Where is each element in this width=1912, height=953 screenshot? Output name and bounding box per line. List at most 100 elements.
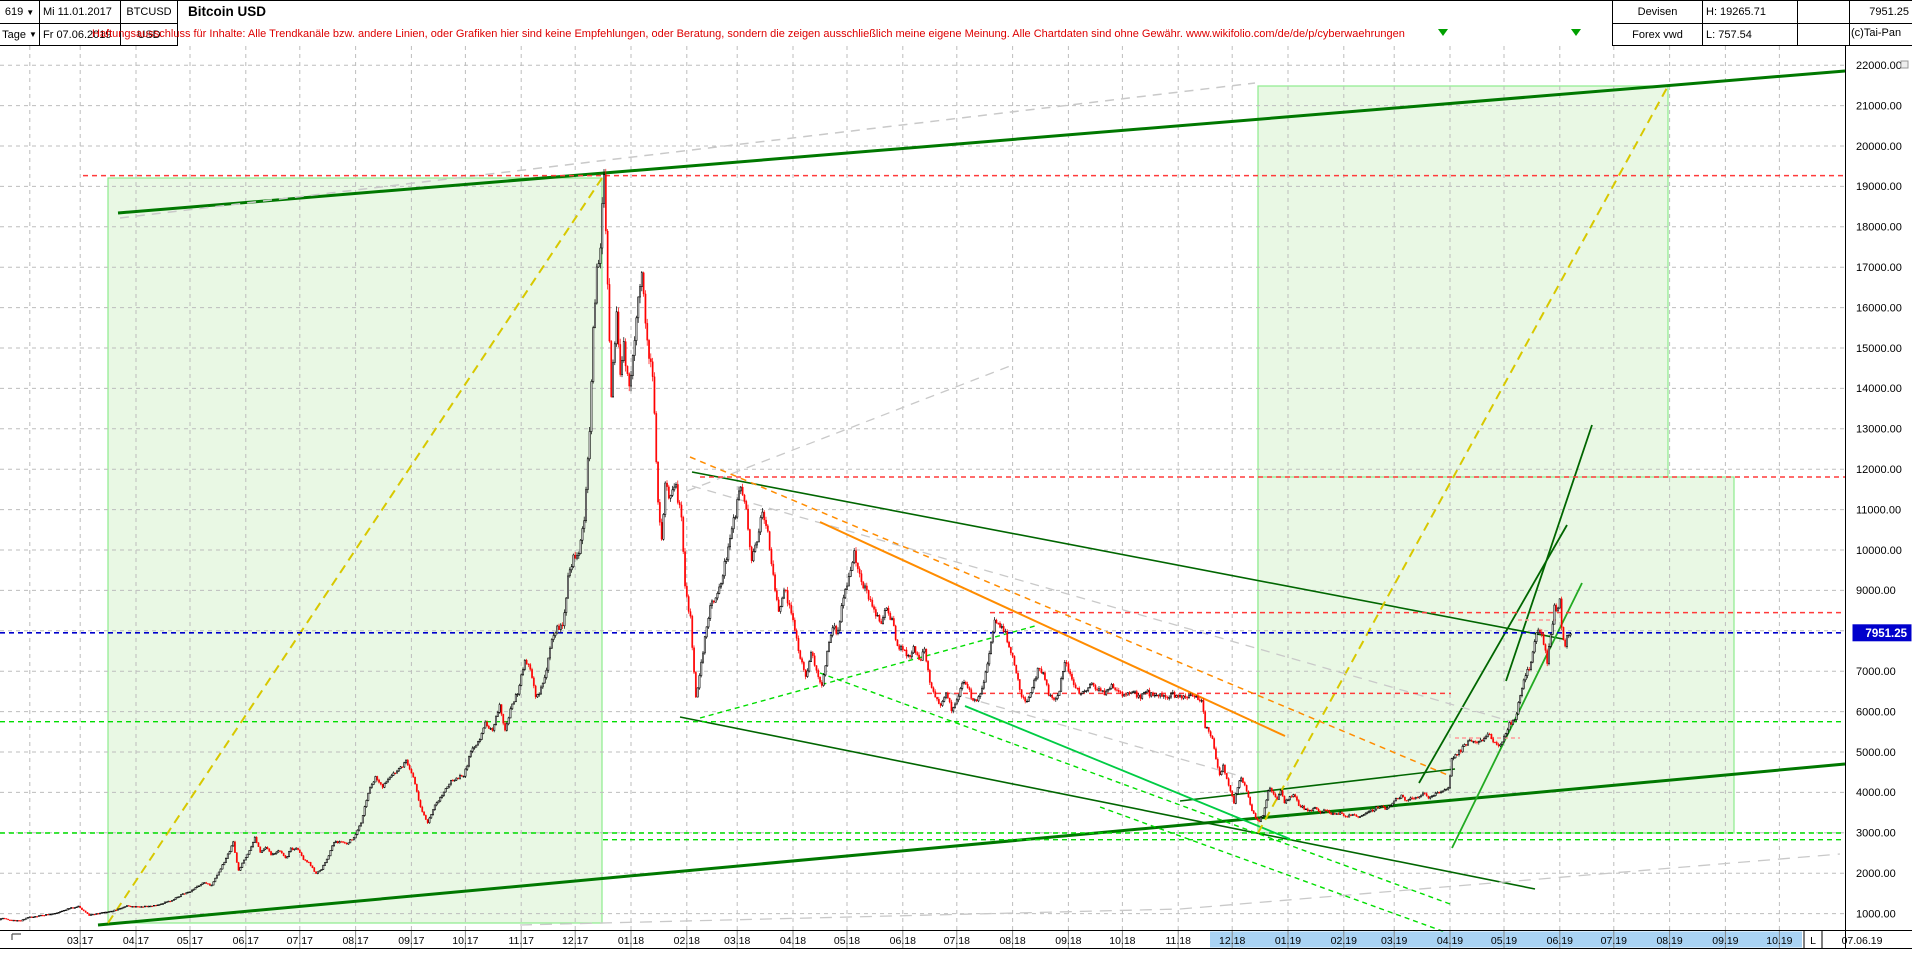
x-axis-label: 02.19 — [1331, 935, 1357, 947]
chevron-down-icon: ▼ — [26, 7, 35, 17]
downtrend-2018-lower — [679, 716, 1536, 890]
last-price-badge — [1852, 624, 1912, 642]
x-axis-label: 10.18 — [1109, 935, 1135, 947]
header-spacer — [1797, 1, 1849, 24]
marker-triangle-icon — [1438, 29, 1448, 36]
period-low-cell: L: 757.54 — [1702, 24, 1797, 46]
y-axis-label: 4000.00 — [1856, 787, 1896, 799]
gray-channel-upper — [119, 82, 1256, 219]
x-axis-label: 05.18 — [834, 935, 860, 947]
y-axis-label: 3000.00 — [1856, 828, 1896, 840]
corner-glyph-icon — [11, 933, 21, 940]
y-axis-label: 14000.00 — [1856, 383, 1902, 395]
y-axis-label: 13000.00 — [1856, 424, 1902, 436]
y-axis-label: 21000.00 — [1856, 100, 1902, 112]
box2-diagonal-yellow — [1257, 85, 1669, 834]
orange-solid — [819, 521, 1286, 737]
x-axis-label: 06.17 — [233, 935, 259, 947]
header-spacer — [1797, 24, 1849, 46]
gray-bottom-left — [519, 908, 1181, 926]
channel-upper — [117, 69, 1846, 215]
y-axis-label: 10000.00 — [1856, 545, 1902, 557]
x-axis-label: 08.17 — [342, 935, 368, 947]
x-axis-label: 12.18 — [1219, 935, 1245, 947]
x-axis-label: 09.17 — [398, 935, 424, 947]
x-axis-label: 04.17 — [123, 935, 149, 947]
x-axis-label: 08.18 — [999, 935, 1025, 947]
timeframe-selector[interactable]: Tage ▼ — [0, 24, 40, 46]
y-axis-label: 18000.00 — [1856, 222, 1902, 234]
copyright-label: (c)Tai-Pan — [1851, 27, 1911, 39]
disclaimer-text: Haftungsausschluss für Inhalte: Alle Tre… — [92, 28, 1405, 40]
x-axis-label: 02.18 — [674, 935, 700, 947]
x-axis-label: 11.18 — [1165, 935, 1191, 947]
green-dashed-rising — [699, 625, 1036, 719]
scroll-nub[interactable] — [1900, 60, 1909, 69]
gray-falling-2 — [949, 692, 1241, 777]
x-axis-label: 07.19 — [1601, 935, 1627, 947]
date-from-cell: Mi 11.01.2017 — [40, 1, 121, 24]
downtrend-2018 — [691, 471, 1564, 640]
y-axis-label: 16000.00 — [1856, 302, 1902, 314]
last-price-badge-label: 7951.25 — [1865, 628, 1907, 640]
y-axis-label: 6000.00 — [1856, 706, 1896, 718]
rally-support-1 — [1418, 524, 1568, 784]
y-axis-label: 1000.00 — [1856, 908, 1896, 920]
breakdown-green — [964, 705, 1291, 840]
up-candle-bodies — [0, 174, 1572, 922]
x-axis-label: 12.17 — [562, 935, 588, 947]
orange-dashed — [689, 456, 1451, 777]
x-axis-label: 10.19 — [1766, 935, 1792, 947]
y-axis-label: 15000.00 — [1856, 343, 1902, 355]
chart-title: Bitcoin USD — [184, 4, 271, 19]
gray-rising — [686, 365, 1011, 492]
x-axis-label: 01.18 — [618, 935, 644, 947]
date-to-cell: Fr 07.06.2019 — [40, 24, 121, 46]
gray-bottom-right — [1179, 853, 1841, 910]
y-axis-label: 9000.00 — [1856, 585, 1896, 597]
down-candle-bodies — [3, 174, 1566, 922]
last-price-cell: 7951.25 — [1849, 1, 1912, 24]
y-axis-label: 11000.00 — [1856, 504, 1901, 516]
feed-cell: Forex vwd — [1612, 24, 1702, 46]
chevron-down-icon: ▼ — [28, 30, 37, 39]
x-axis-label: 03.18 — [724, 935, 750, 947]
selected-date-range[interactable] — [1210, 931, 1802, 948]
green-dashed-falling-1 — [819, 672, 1451, 905]
currency-cell: USD — [121, 24, 178, 46]
x-axis-label: 01.19 — [1275, 935, 1301, 947]
rally-resistance — [1505, 424, 1593, 682]
x-axis-label: 05.17 — [177, 935, 203, 947]
x-axis-label: 05.19 — [1491, 935, 1517, 947]
timeframe-value: Tage — [2, 28, 26, 41]
x-axis-label: 04.19 — [1437, 935, 1463, 947]
base-2019 — [1179, 768, 1456, 802]
y-axis-label: 19000.00 — [1856, 181, 1902, 193]
y-axis-label: 5000.00 — [1856, 747, 1896, 759]
x-axis-label: 09.18 — [1055, 935, 1081, 947]
x-axis-label: 11.17 — [508, 935, 534, 947]
marker-triangle-icon — [1571, 29, 1581, 36]
x-axis-label: 06.19 — [1547, 935, 1573, 947]
y-axis-label: 17000.00 — [1856, 262, 1902, 274]
market-cell: Devisen — [1612, 1, 1702, 24]
period-high-cell: H: 19265.71 — [1702, 1, 1797, 24]
cursor-date-label: 07.06.19 — [1842, 935, 1883, 947]
bars-count-selector[interactable]: 619 ▼ — [0, 1, 40, 24]
x-axis-label: 10.17 — [452, 935, 478, 947]
symbol-cell: BTCUSD — [121, 1, 178, 24]
y-axis-label: 2000.00 — [1856, 868, 1896, 880]
x-axis-label: 07.17 — [287, 935, 313, 947]
channel-lower — [97, 762, 1846, 927]
last-bar-marker: L — [1810, 935, 1816, 947]
x-axis-label: 03.17 — [67, 935, 93, 947]
x-axis-label: 07.18 — [944, 935, 970, 947]
x-axis-label: 04.18 — [780, 935, 806, 947]
y-axis-label: 22000.00 — [1856, 60, 1902, 72]
green-dashed-falling-2 — [1099, 806, 1446, 933]
y-axis-label: 7000.00 — [1856, 666, 1896, 678]
y-axis-label: 20000.00 — [1856, 141, 1902, 153]
y-axis-label: 12000.00 — [1856, 464, 1902, 476]
